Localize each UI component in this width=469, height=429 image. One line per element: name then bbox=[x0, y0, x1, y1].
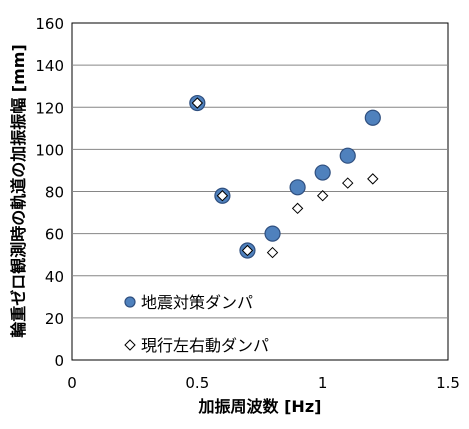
data-point-diamond bbox=[266, 246, 279, 259]
y-tick-label: 100 bbox=[35, 141, 64, 159]
data-point-circle bbox=[339, 147, 356, 164]
y-axis-label: 輪重ゼロ観測時の軌道の加振振幅 [mm] bbox=[9, 44, 28, 338]
data-point-diamond bbox=[241, 244, 254, 257]
y-tick-label: 0 bbox=[54, 352, 64, 370]
data-point-circle bbox=[289, 179, 306, 196]
data-point-diamond bbox=[367, 173, 379, 185]
x-tick-label: 0 bbox=[67, 374, 77, 392]
y-tick-label: 80 bbox=[45, 184, 64, 202]
data-point-diamond bbox=[316, 190, 329, 202]
data-point-circle bbox=[364, 109, 381, 126]
marker-layer bbox=[189, 94, 381, 259]
legend-label: 現行左右動ダンパ bbox=[141, 336, 269, 355]
x-axis-label: 加振周波数 [Hz] bbox=[198, 397, 322, 416]
data-point-diamond bbox=[216, 190, 229, 202]
y-tick-label: 60 bbox=[45, 226, 64, 244]
legend-label: 地震対策ダンパ bbox=[141, 293, 253, 312]
y-tick-label: 40 bbox=[45, 268, 64, 286]
data-point-diamond bbox=[191, 97, 204, 109]
data-point-circle bbox=[314, 164, 331, 181]
y-tick-label: 160 bbox=[35, 15, 64, 33]
legend-marker-circle bbox=[124, 296, 136, 308]
grid-layer bbox=[72, 64, 448, 319]
tick-layer: 0 20 40 60 80 100 120 140 160 0 0.5 1 1.5 bbox=[35, 15, 460, 392]
x-tick-label: 1 bbox=[318, 374, 328, 392]
data-point-diamond bbox=[342, 177, 354, 189]
y-tick-label: 120 bbox=[35, 99, 64, 117]
data-point-circle bbox=[264, 225, 281, 242]
x-tick-label: 1.5 bbox=[436, 374, 460, 392]
legend-marker-diamond bbox=[124, 339, 136, 351]
data-point-diamond bbox=[291, 202, 304, 215]
x-tick-label: 0.5 bbox=[185, 374, 209, 392]
y-tick-label: 140 bbox=[35, 57, 64, 75]
y-tick-label: 20 bbox=[45, 310, 64, 328]
